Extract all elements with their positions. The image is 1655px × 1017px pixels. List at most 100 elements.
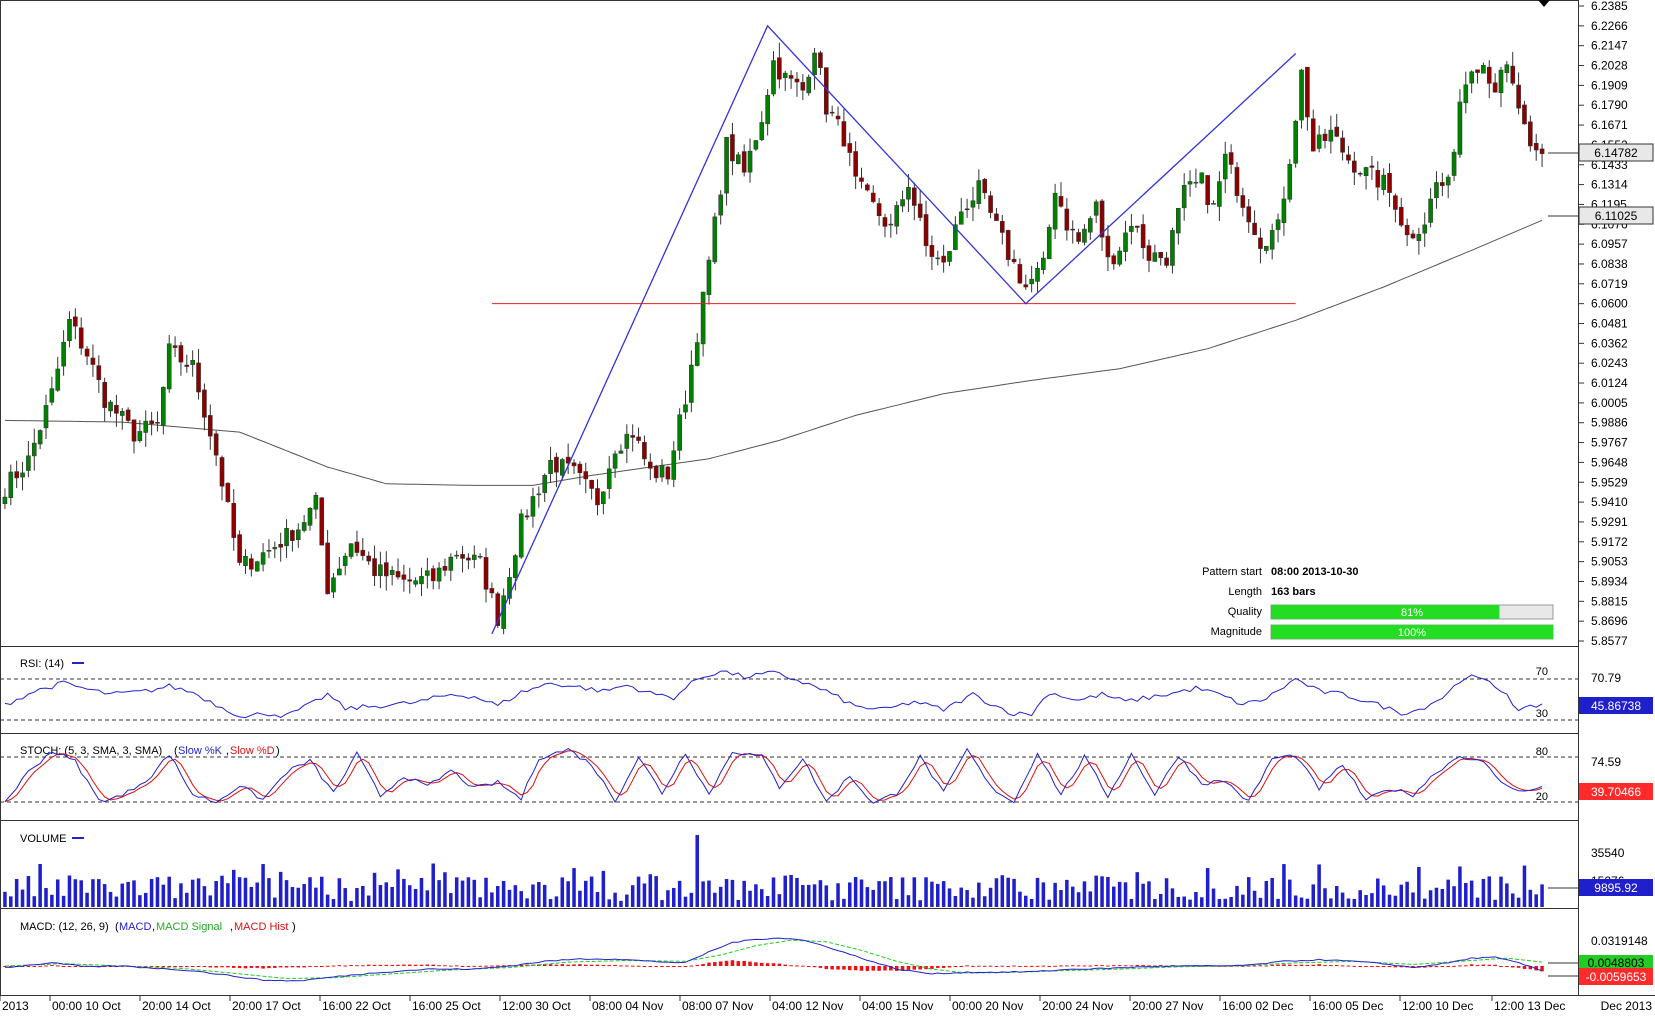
candle-body: [1510, 65, 1516, 84]
macd-hist-bar: [1370, 966, 1374, 967]
macd-hist-bar: [871, 966, 875, 971]
candle-body: [471, 554, 477, 560]
macd-hist-bar: [959, 966, 964, 967]
candle-body: [1328, 129, 1334, 142]
candle-body: [671, 450, 677, 480]
macd-hist-bar: [971, 965, 975, 967]
macd-hist-bar: [472, 965, 477, 967]
candle-body: [1310, 118, 1316, 152]
price-tick-label: 5.9648: [1591, 455, 1628, 469]
rsi-level-30: 30: [1536, 708, 1548, 720]
macd-hist-bar: [1100, 965, 1104, 967]
price-tick-label: 5.8577: [1591, 634, 1628, 648]
volume-bar: [472, 879, 477, 907]
x-tick-label: 12:00 10 Dec: [1402, 999, 1473, 1013]
macd-hist-bar: [290, 966, 295, 968]
volume-bar: [1012, 878, 1016, 907]
volume-bar: [185, 892, 189, 907]
volume-bar: [947, 888, 952, 907]
macd-hist-bar: [1029, 965, 1034, 967]
candle-body: [1445, 176, 1451, 186]
candle-body: [2, 496, 8, 505]
candle-body: [559, 459, 565, 476]
candle-body: [759, 122, 765, 140]
volume-bar: [994, 878, 999, 907]
volume-bar: [795, 877, 799, 907]
candle-body: [454, 554, 459, 557]
macd-hist-bar: [231, 966, 236, 968]
volume-bar: [566, 881, 570, 907]
macd-hist-bar: [777, 963, 782, 966]
volume-bar: [724, 879, 729, 907]
candle-body: [448, 556, 454, 571]
candle-body: [847, 143, 853, 153]
pattern-start-label: Pattern start: [1202, 566, 1262, 578]
macd-hist-bar: [484, 965, 488, 967]
macd-hist-bar: [1534, 966, 1538, 971]
x-axis-right-label: Dec 2013: [1601, 999, 1653, 1013]
candle-body: [1134, 225, 1140, 228]
candle-body: [665, 466, 671, 480]
volume-bar: [85, 892, 89, 907]
pattern-zigzag: [491, 24, 1297, 635]
candle-body: [166, 343, 172, 390]
candle-body: [800, 82, 806, 91]
macd-hist-bar: [801, 965, 805, 967]
macd-hist-bar: [818, 966, 823, 968]
candle-body: [548, 459, 553, 474]
macd-hist-bar: [1440, 966, 1445, 967]
volume-bar: [325, 894, 330, 907]
svg-text:(: (: [174, 745, 178, 757]
macd-hist-bar: [947, 966, 952, 968]
macd-hist-bar: [466, 966, 471, 967]
macd-axis-value: 0.0319148: [1591, 934, 1648, 948]
candle-body: [477, 555, 483, 558]
macd-hist-bar: [1070, 965, 1075, 967]
volume-bar: [220, 875, 224, 907]
candle-body: [1352, 160, 1357, 173]
macd-hist-bar: [1481, 964, 1486, 966]
macd-hist-bar: [572, 964, 576, 966]
candle-body: [642, 442, 647, 460]
volume-bar: [642, 883, 647, 907]
volume-bar: [173, 898, 177, 907]
time-axis: 2013 00:00 10 Oct 20:00 14 Oct 20:00 17 Oct…: [0, 995, 1565, 1013]
macd-hist-bar: [619, 965, 623, 967]
macd-hist-bar: [1505, 966, 1509, 967]
svg-text:): ): [292, 921, 296, 933]
macd-hist-bar: [1117, 965, 1122, 967]
candle-body: [231, 503, 237, 538]
candle-body: [1416, 234, 1422, 241]
macd-hist-bar: [1276, 964, 1280, 966]
volume-bar: [1217, 899, 1222, 907]
macd-hist-bar: [3, 966, 7, 967]
candle-body: [1246, 206, 1252, 223]
macd-hist-bar: [724, 960, 729, 966]
macd-hist-bar: [372, 964, 377, 966]
candle-body: [912, 187, 917, 206]
macd-hist-bar: [742, 960, 746, 966]
macd-hist-bar: [566, 964, 570, 966]
volume-bar: [783, 875, 787, 907]
candle-body: [712, 216, 718, 263]
candle-body: [436, 567, 442, 582]
candle-body: [935, 257, 941, 260]
candle-body: [894, 205, 900, 227]
price-tick-label: 5.8696: [1591, 614, 1628, 628]
macd-hist-bar: [1053, 965, 1057, 967]
volume-bar: [1370, 893, 1374, 907]
candle-body: [155, 422, 160, 424]
candle-body: [290, 530, 295, 541]
macd-hist-bar: [407, 964, 412, 966]
candle-body: [741, 151, 747, 173]
volume-bar: [871, 889, 875, 907]
volume-bar: [1117, 881, 1122, 907]
candle-body: [1088, 218, 1093, 233]
candle-body: [1316, 134, 1322, 149]
volume-bar: [1094, 875, 1098, 907]
macd-hist-bar: [1094, 965, 1098, 967]
macd-hist-bar: [748, 961, 752, 966]
candle-body: [313, 495, 319, 510]
candle-body: [1522, 104, 1527, 125]
